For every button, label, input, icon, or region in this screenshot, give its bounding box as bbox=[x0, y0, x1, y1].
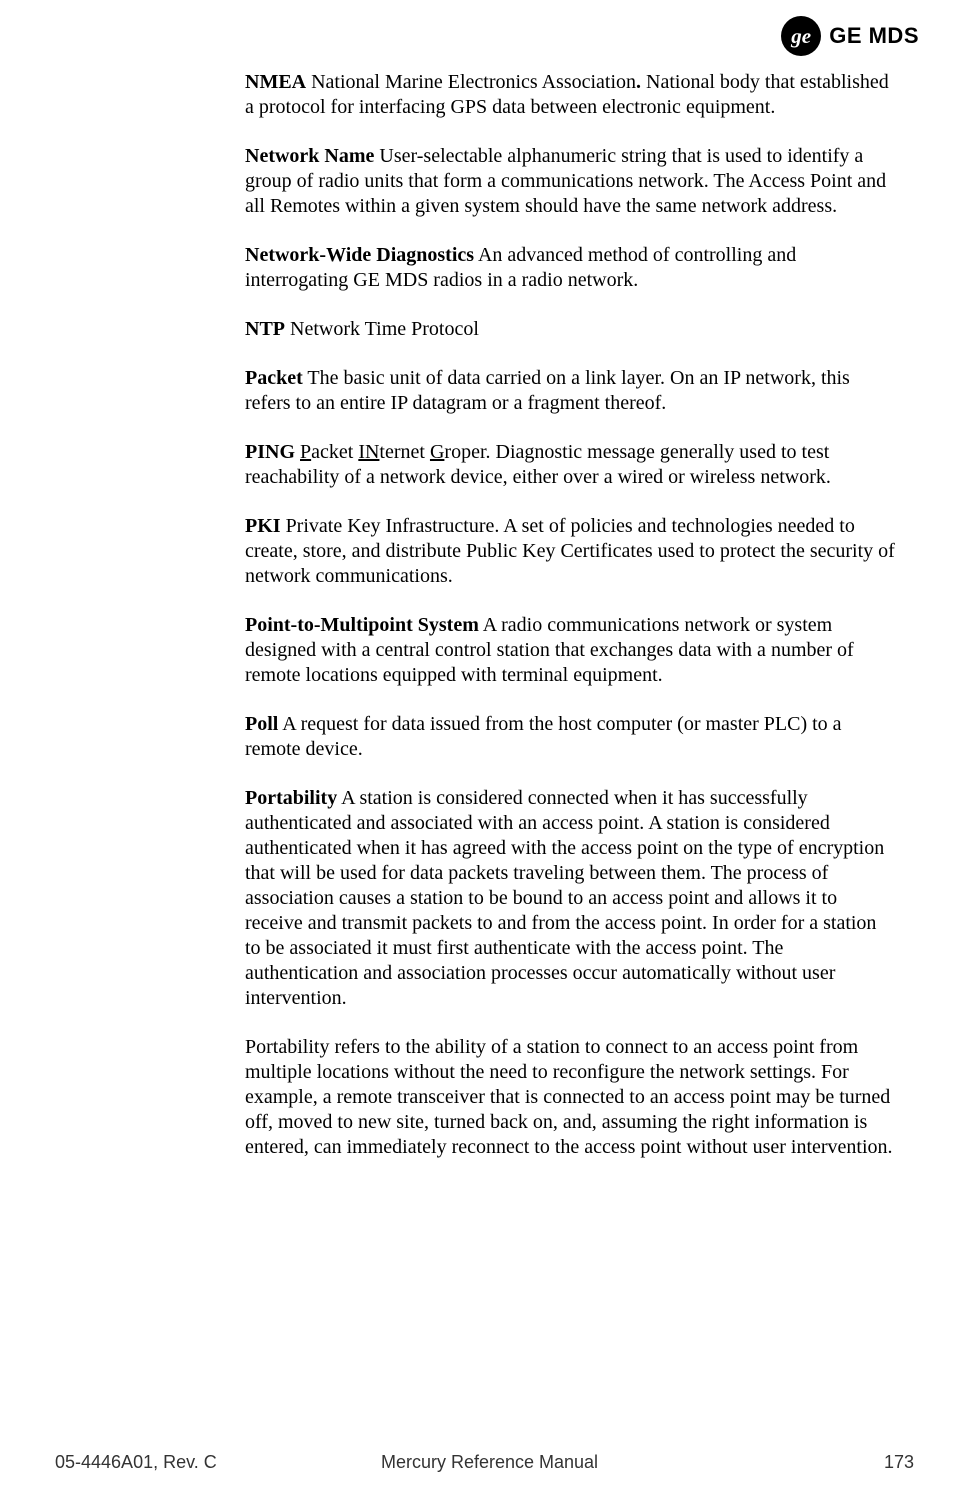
glossary-entry-poll: Poll A request for data issued from the … bbox=[245, 712, 895, 762]
definition: The basic unit of data carried on a link… bbox=[245, 367, 850, 414]
definition: Private Key Infrastructure. A set of pol… bbox=[245, 515, 895, 587]
term: Point-to-Multipoint System bbox=[245, 614, 479, 636]
term: Portability bbox=[245, 787, 337, 809]
page-header: ge GE MDS bbox=[781, 16, 919, 56]
term: PING bbox=[245, 441, 295, 463]
definition: A station is considered connected when i… bbox=[245, 787, 884, 1009]
ping-ternet: ternet bbox=[379, 441, 430, 463]
footer-left: 05-4446A01, Rev. C bbox=[55, 1452, 217, 1473]
ge-logo-icon: ge bbox=[781, 16, 821, 56]
term: NTP bbox=[245, 318, 285, 340]
definition: Network Time Protocol bbox=[290, 318, 479, 340]
page-footer: 05-4446A01, Rev. C Mercury Reference Man… bbox=[0, 1452, 979, 1473]
definition: A request for data issued from the host … bbox=[245, 713, 842, 760]
glossary-entry-network-name: Network Name User-selectable alphanumeri… bbox=[245, 144, 895, 219]
portability-extra-paragraph: Portability refers to the ability of a s… bbox=[245, 1035, 895, 1160]
ping-g: G bbox=[430, 441, 444, 463]
ping-acket: acket bbox=[311, 441, 358, 463]
term: Poll bbox=[245, 713, 278, 735]
term: PKI bbox=[245, 515, 281, 537]
glossary-entry-portability: Portability A station is considered conn… bbox=[245, 786, 895, 1011]
ge-logo-text: ge bbox=[791, 24, 811, 49]
term: Network-Wide Diagnostics bbox=[245, 244, 474, 266]
glossary-entry-nmea: NMEA National Marine Electronics Associa… bbox=[245, 70, 895, 120]
glossary-entry-point-to-multipoint: Point-to-Multipoint System A radio commu… bbox=[245, 613, 895, 688]
term: Packet bbox=[245, 367, 303, 389]
brand-text: GE MDS bbox=[829, 23, 919, 49]
glossary-entry-pki: PKI Private Key Infrastructure. A set of… bbox=[245, 514, 895, 589]
term: Network Name bbox=[245, 145, 374, 167]
glossary-entry-network-wide-diagnostics: Network-Wide Diagnostics An advanced met… bbox=[245, 243, 895, 293]
footer-right: 173 bbox=[884, 1452, 914, 1473]
definition-prefix: National Marine Electronics Association bbox=[311, 71, 636, 93]
ping-p: P bbox=[300, 441, 311, 463]
glossary-content: NMEA National Marine Electronics Associa… bbox=[245, 70, 895, 1184]
footer-center: Mercury Reference Manual bbox=[381, 1452, 598, 1473]
glossary-entry-ping: PING Packet INternet Groper. Diagnostic … bbox=[245, 440, 895, 490]
glossary-entry-ntp: NTP Network Time Protocol bbox=[245, 317, 895, 342]
term: NMEA bbox=[245, 71, 306, 93]
ping-in: IN bbox=[358, 441, 379, 463]
glossary-entry-packet: Packet The basic unit of data carried on… bbox=[245, 366, 895, 416]
